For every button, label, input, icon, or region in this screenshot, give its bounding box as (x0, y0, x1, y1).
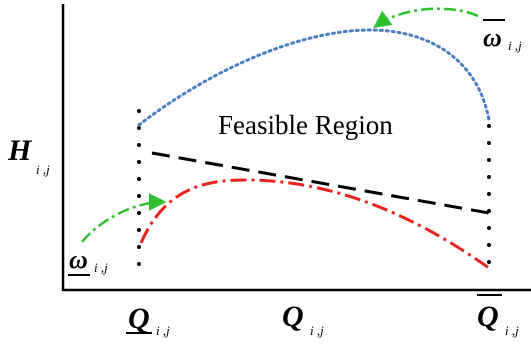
arrow-to-lower-curve (81, 193, 167, 243)
x-lower-bound-symbol: Q (128, 302, 150, 335)
omega-lower-subscript: i ,j (94, 260, 108, 275)
y-axis-symbol: H (7, 134, 33, 167)
x-variable-subscript: i ,j (310, 323, 324, 338)
y-axis-subscript: i ,j (36, 162, 50, 177)
feasible-region-label: Feasible Region (218, 110, 393, 140)
x-variable-symbol: Q (282, 300, 304, 333)
x-upper-bound-symbol: Q (477, 300, 499, 333)
omega-upper-symbol: ω (483, 23, 502, 52)
upper-speed-curve (137, 28, 491, 127)
omega-upper-subscript: i ,j (508, 38, 522, 53)
arrow-to-upper-curve (373, 7, 479, 29)
x-lower-bound-subscript: i ,j (156, 323, 170, 338)
lower-speed-curve (139, 178, 490, 270)
omega-lower-symbol: ω (69, 245, 88, 274)
operating-line (151, 151, 490, 215)
x-upper-bound-subscript: i ,j (505, 323, 519, 338)
